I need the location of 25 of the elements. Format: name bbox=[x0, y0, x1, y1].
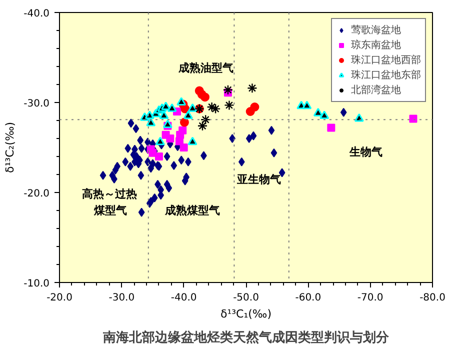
y-axis-title: δ¹³C₂(‰) bbox=[4, 122, 17, 173]
annotation: 成熟煤型气 bbox=[164, 204, 220, 218]
annotation: 高热～过热 bbox=[82, 187, 137, 200]
annotation: 煤型气 bbox=[93, 204, 128, 218]
legend-label: 珠江口盆地西部 bbox=[351, 54, 421, 67]
y-tick-label: -30.0 bbox=[24, 98, 50, 110]
x-tick-label: -40.0 bbox=[170, 292, 197, 304]
legend-label: 琼东南盆地 bbox=[351, 38, 401, 52]
annotation: 亚生物气 bbox=[236, 172, 282, 186]
annotation: 成熟油型气 bbox=[178, 61, 234, 74]
legend-label: 北部湾盆地 bbox=[351, 84, 401, 97]
x-tick-label: -30.0 bbox=[108, 292, 135, 304]
x-tick-label: -20.0 bbox=[46, 292, 72, 304]
y-tick-label: -20.0 bbox=[24, 188, 50, 200]
y-tick-label: -10.0 bbox=[24, 278, 50, 290]
x-tick-label: -80.0 bbox=[420, 292, 446, 304]
y-tick-label: -40.0 bbox=[24, 8, 50, 20]
legend-label: 珠江口盆地东部 bbox=[351, 68, 421, 82]
text: 南海北部边缘盆地烃类天然气成因类型判识与划分 bbox=[102, 330, 390, 346]
annotation: 生物气 bbox=[348, 146, 383, 159]
x-tick-label: -50.0 bbox=[233, 292, 259, 304]
legend-label: 莺歌海盆地 bbox=[351, 24, 401, 37]
x-tick-label: -70.0 bbox=[357, 292, 384, 304]
x-tick-label: -60.0 bbox=[295, 292, 322, 304]
x-axis-title: δ¹³C₁(‰) bbox=[220, 308, 272, 320]
